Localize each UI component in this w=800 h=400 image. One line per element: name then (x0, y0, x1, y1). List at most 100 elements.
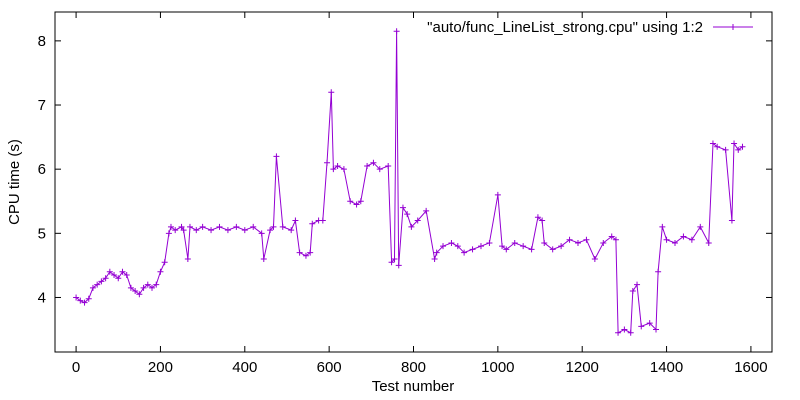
data-point (258, 230, 265, 237)
data-point (184, 255, 191, 262)
data-point (127, 284, 134, 291)
x-tick-label: 600 (317, 359, 342, 376)
data-point (153, 281, 160, 288)
data-point (558, 243, 565, 250)
data-point (186, 223, 193, 230)
data-point (98, 278, 105, 285)
data-point (520, 243, 527, 250)
data-point (574, 239, 581, 246)
legend-marker (730, 24, 736, 30)
data-point (136, 291, 143, 298)
y-tick-label: 6 (38, 161, 46, 178)
data-point (199, 223, 206, 230)
y-tick-label: 5 (38, 225, 46, 242)
data-point (539, 217, 546, 224)
data-point (659, 223, 666, 230)
data-point (157, 268, 164, 275)
data-point (292, 217, 299, 224)
data-point (85, 295, 92, 302)
data-point (440, 243, 447, 250)
data-point (334, 162, 341, 169)
legend-label: "auto/func_LineList_strong.cpu" using 1:… (427, 19, 703, 36)
data-point (404, 211, 411, 218)
data-point (629, 288, 636, 295)
data-point (224, 227, 231, 234)
data-point (132, 288, 139, 295)
data-point (663, 236, 670, 243)
data-point (680, 233, 687, 240)
data-point (193, 227, 200, 234)
data-point (608, 233, 615, 240)
data-point (319, 217, 326, 224)
data-point (178, 223, 185, 230)
x-axis-label: Test number (372, 378, 455, 395)
data-point (260, 255, 267, 262)
data-point (600, 239, 607, 246)
plot-area (73, 28, 746, 336)
data-point (728, 217, 735, 224)
data-point (395, 262, 402, 269)
data-point (180, 227, 187, 234)
data-point (461, 249, 468, 256)
x-tick-label: 1400 (650, 359, 683, 376)
data-point (77, 297, 84, 304)
data-point (376, 166, 383, 173)
series-line (75, 31, 743, 334)
data-point (615, 329, 622, 336)
data-point (391, 255, 398, 262)
data-point (399, 204, 406, 211)
data-point (208, 227, 215, 234)
data-point (364, 162, 371, 169)
data-point (583, 236, 590, 243)
data-point (709, 140, 716, 147)
data-point (653, 326, 660, 333)
data-point (722, 146, 729, 153)
data-point (119, 268, 126, 275)
data-point (149, 284, 156, 291)
data-point (161, 259, 168, 266)
data-point (621, 326, 628, 333)
data-point (735, 146, 742, 153)
data-point (408, 223, 415, 230)
data-point (431, 255, 438, 262)
data-point (330, 166, 337, 173)
data-point (347, 198, 354, 205)
data-point (140, 284, 147, 291)
data-point (73, 294, 80, 301)
y-ticks: 4 5 6 7 8 (38, 33, 772, 306)
data-point (233, 223, 240, 230)
y-axis-label: CPU time (s) (6, 139, 23, 225)
data-point (646, 320, 653, 327)
data-point (503, 246, 510, 253)
x-tick-label: 1600 (734, 359, 767, 376)
x-tick-label: 1000 (481, 359, 514, 376)
data-point (697, 223, 704, 230)
data-point (370, 159, 377, 166)
data-point (739, 143, 746, 150)
data-point (167, 223, 174, 230)
data-point (612, 236, 619, 243)
data-point (81, 299, 88, 306)
data-point (566, 236, 573, 243)
data-point (688, 236, 695, 243)
y-tick-label: 8 (38, 33, 46, 50)
data-point (216, 223, 223, 230)
data-point (94, 281, 101, 288)
data-point (388, 259, 395, 266)
data-point (357, 198, 364, 205)
data-point (302, 252, 309, 259)
data-point (89, 284, 96, 291)
data-point (385, 162, 392, 169)
data-point (423, 207, 430, 214)
data-point (353, 201, 360, 208)
data-point (511, 239, 518, 246)
data-point (469, 246, 476, 253)
data-point (273, 153, 280, 160)
data-point (307, 249, 314, 256)
data-point (241, 227, 248, 234)
data-point (111, 272, 118, 279)
x-tick-label: 0 (72, 359, 80, 376)
x-tick-label: 800 (401, 359, 426, 376)
data-point (448, 239, 455, 246)
data-point (591, 255, 598, 262)
